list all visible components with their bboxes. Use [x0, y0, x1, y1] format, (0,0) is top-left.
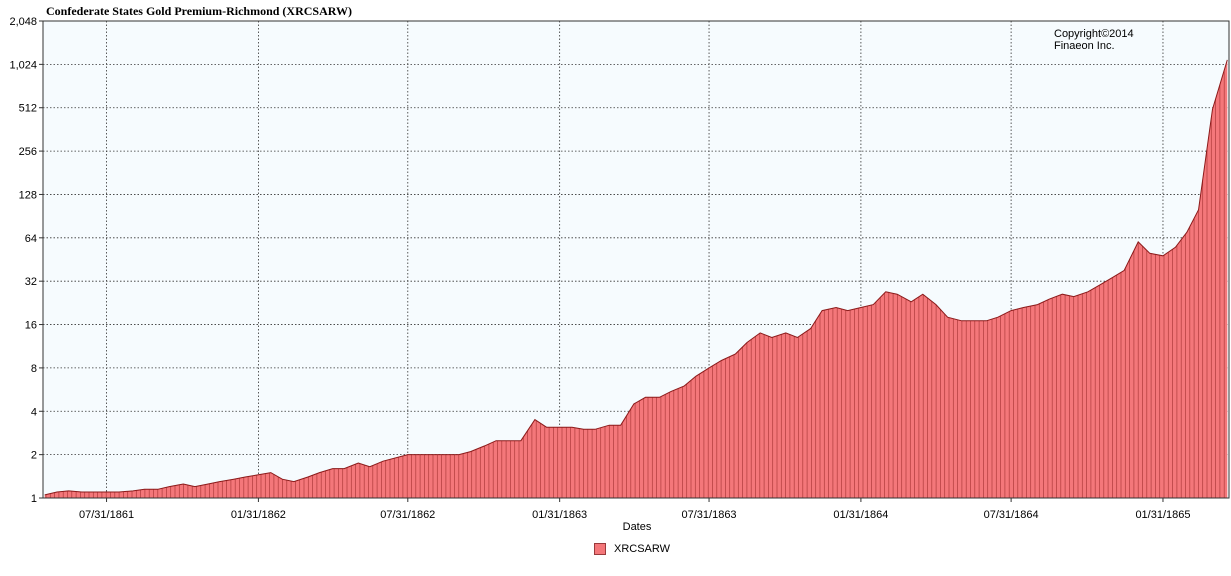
y-tick-label: 16 [25, 320, 37, 332]
x-tick-label: 01/31/1862 [231, 509, 286, 521]
x-tick-label: 07/31/1861 [79, 509, 134, 521]
y-tick-label: 512 [19, 103, 37, 115]
y-tick-label: 1,024 [9, 59, 37, 71]
y-tick-label: 64 [25, 233, 37, 245]
x-tick-label: 01/31/1864 [833, 509, 888, 521]
y-tick-label: 32 [25, 276, 37, 288]
chart-title: Confederate States Gold Premium-Richmond… [46, 4, 352, 18]
legend: XRCSARW [594, 543, 670, 555]
x-tick-label: 01/31/1865 [1135, 509, 1190, 521]
x-tick-label: 01/31/1863 [532, 509, 587, 521]
y-tick-label: 8 [31, 363, 37, 375]
y-tick-label: 1 [31, 493, 37, 505]
y-tick-label: 256 [19, 146, 37, 158]
y-tick-label: 4 [31, 406, 37, 418]
x-axis-label: Dates [623, 521, 652, 533]
legend-label: XRCSARW [614, 543, 671, 555]
copyright-annotation: Copyright©2014 [1054, 28, 1134, 40]
y-tick-label: 2 [31, 450, 37, 462]
series-bars [45, 70, 1225, 498]
x-tick-label: 07/31/1862 [380, 509, 435, 521]
y-tick-label: 2,048 [9, 16, 37, 28]
plot-border [42, 20, 1230, 499]
legend-swatch [594, 543, 606, 555]
x-tick-label: 07/31/1864 [984, 509, 1039, 521]
series-line [44, 59, 1228, 496]
copyright-annotation: Finaeon Inc. [1054, 40, 1115, 52]
y-tick-label: 128 [19, 189, 37, 201]
x-tick-label: 07/31/1863 [682, 509, 737, 521]
